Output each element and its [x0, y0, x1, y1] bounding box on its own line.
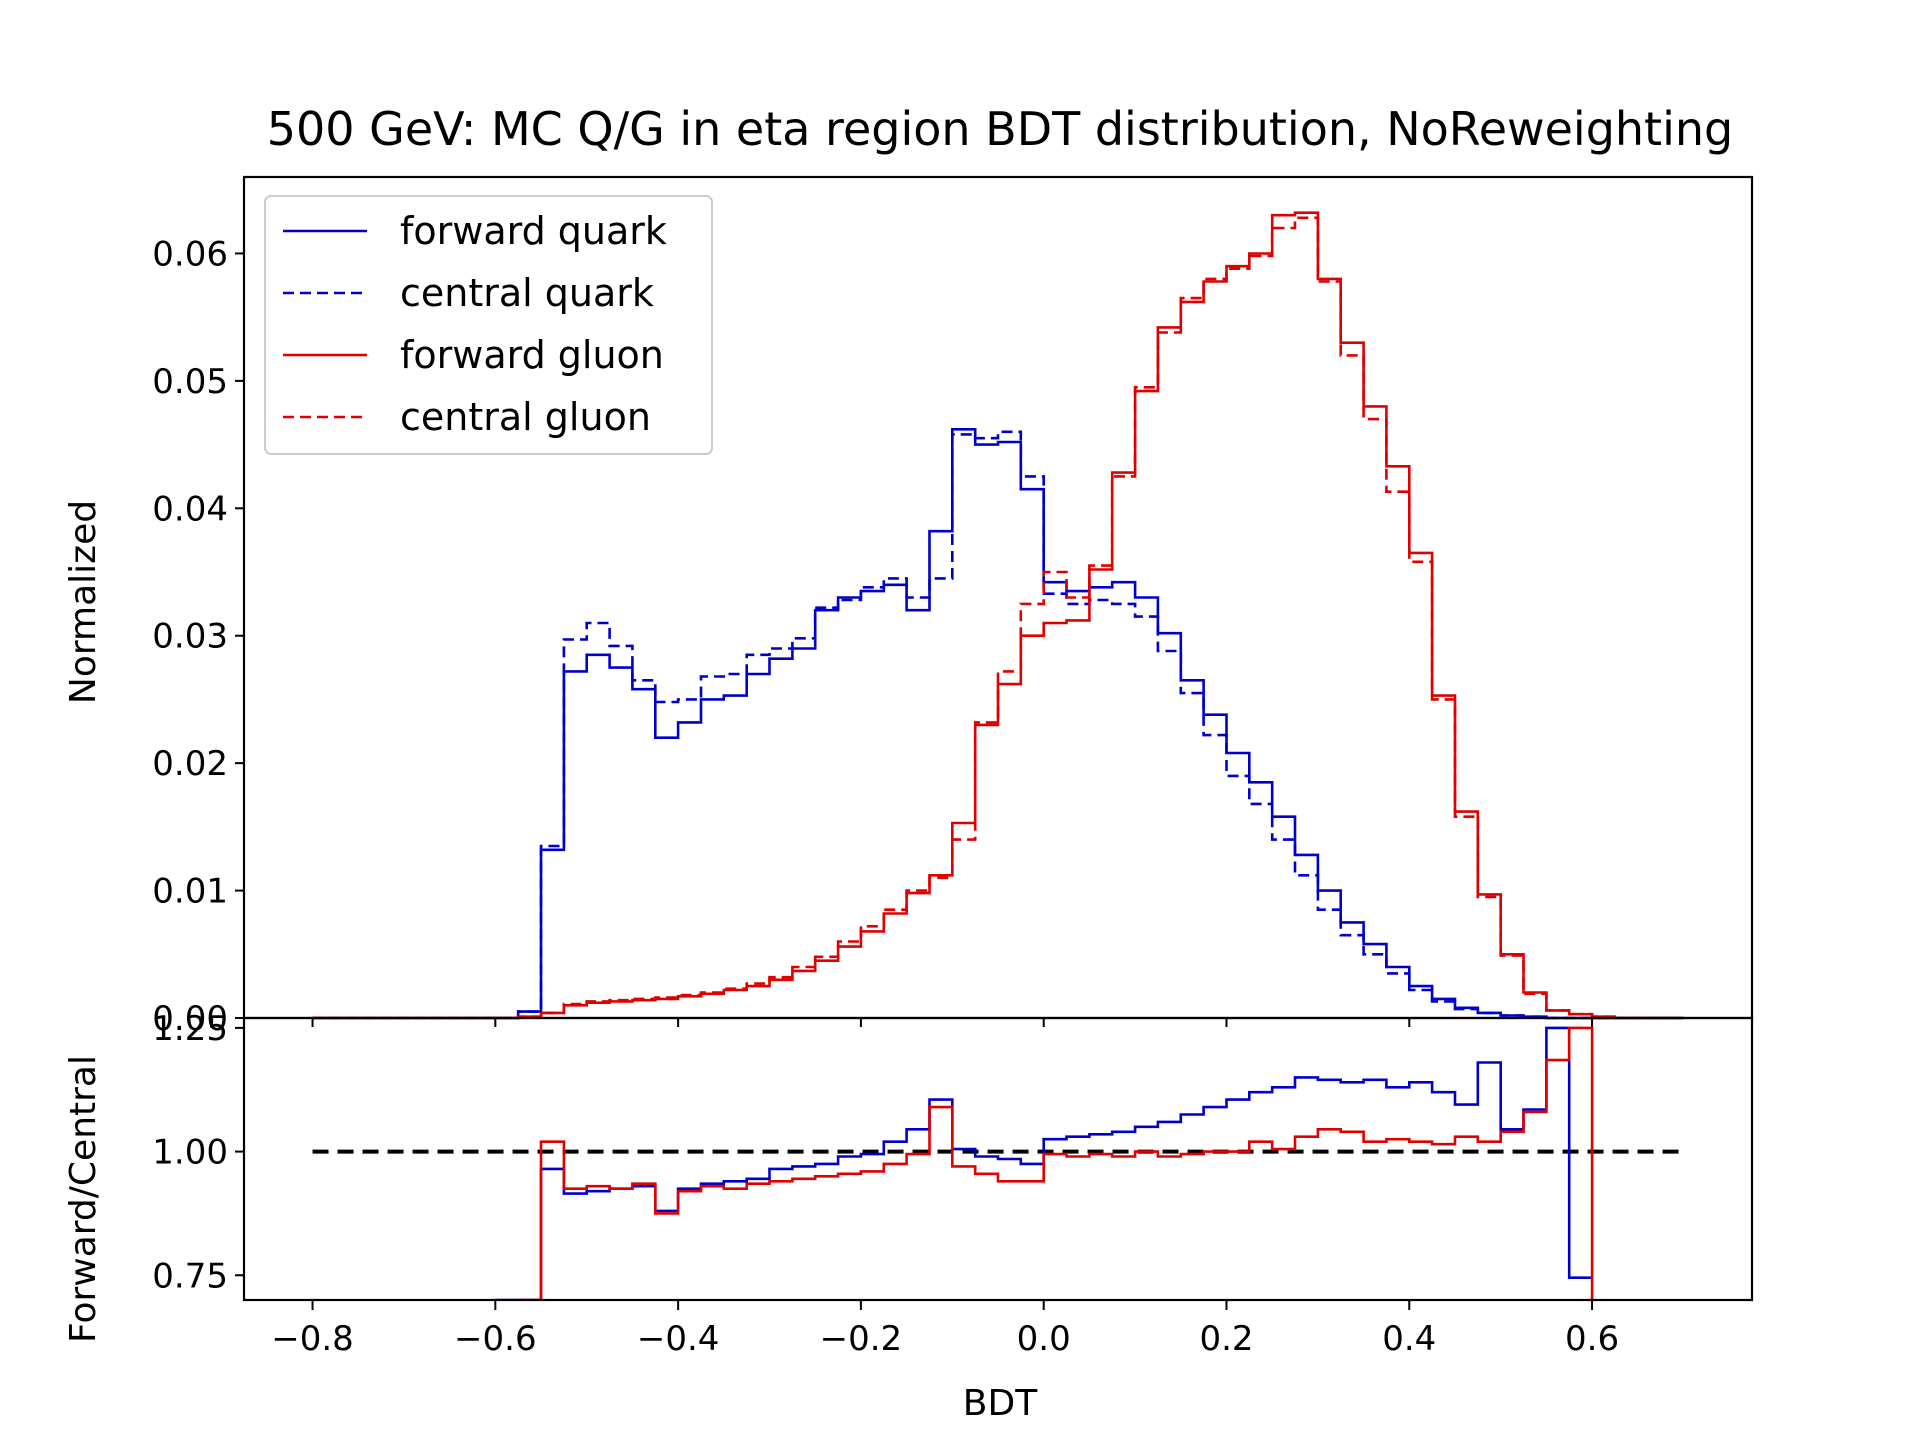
x-axis-label: BDT	[963, 1383, 1038, 1424]
main-y-tick-label: 0.00	[152, 999, 228, 1039]
legend-label: central quark	[400, 271, 654, 315]
main-y-tick-label: 0.03	[152, 617, 228, 657]
ratio-y-tick-label: 1.25	[152, 1009, 228, 1049]
main-y-tick-label: 0.06	[152, 234, 228, 274]
x-tick-label: 0.0	[1017, 1319, 1071, 1359]
x-tick-label: −0.2	[820, 1319, 903, 1359]
ratio-y-axis-label: Forward/Central	[63, 1055, 104, 1343]
legend-box	[264, 195, 713, 455]
ratio-y-tick-label: 1.00	[152, 1133, 228, 1173]
legend-label: forward quark	[400, 209, 667, 253]
main-panel: 0.00 0.01 0.02 0.03 0.04 0.05 0.06	[152, 175, 1754, 1039]
ratio-plot-frame	[242, 1016, 1754, 1302]
x-tick-label: 0.6	[1565, 1319, 1619, 1359]
x-tick-label: −0.6	[454, 1319, 537, 1359]
main-y-tick-label: 0.02	[152, 744, 228, 784]
legend-label: central gluon	[400, 395, 651, 439]
main-series-central-quark	[312, 430, 1684, 1020]
x-tick-label: −0.8	[271, 1319, 354, 1359]
legend: forward quark central quark forward gluon c…	[264, 195, 713, 455]
x-tick-label: 0.2	[1199, 1319, 1253, 1359]
x-tick-label: −0.4	[637, 1319, 720, 1359]
x-tick-label: 0.4	[1382, 1319, 1436, 1359]
main-series-forward-gluon	[312, 211, 1684, 1020]
main-y-tick-label: 0.04	[152, 489, 228, 529]
main-series-central-gluon	[312, 216, 1684, 1020]
legend-label: forward gluon	[400, 333, 664, 377]
main-y-axis-label: Normalized	[63, 500, 104, 704]
ratio-series-forward-gluon	[518, 1026, 1594, 1300]
main-series-forward-quark	[312, 428, 1684, 1020]
ratio-panel: 0.75 1.00 1.25 −0.8 −0.6 −0.4 −0.2 0.0 0.2 0.4 0.6	[152, 1009, 1754, 1359]
main-y-tick-label: 0.01	[152, 872, 228, 912]
ratio-y-tick-label: 0.75	[152, 1256, 228, 1296]
main-y-tick-label: 0.05	[152, 362, 228, 402]
chart-title: 500 GeV: MC Q/G in eta region BDT distri…	[267, 102, 1733, 156]
